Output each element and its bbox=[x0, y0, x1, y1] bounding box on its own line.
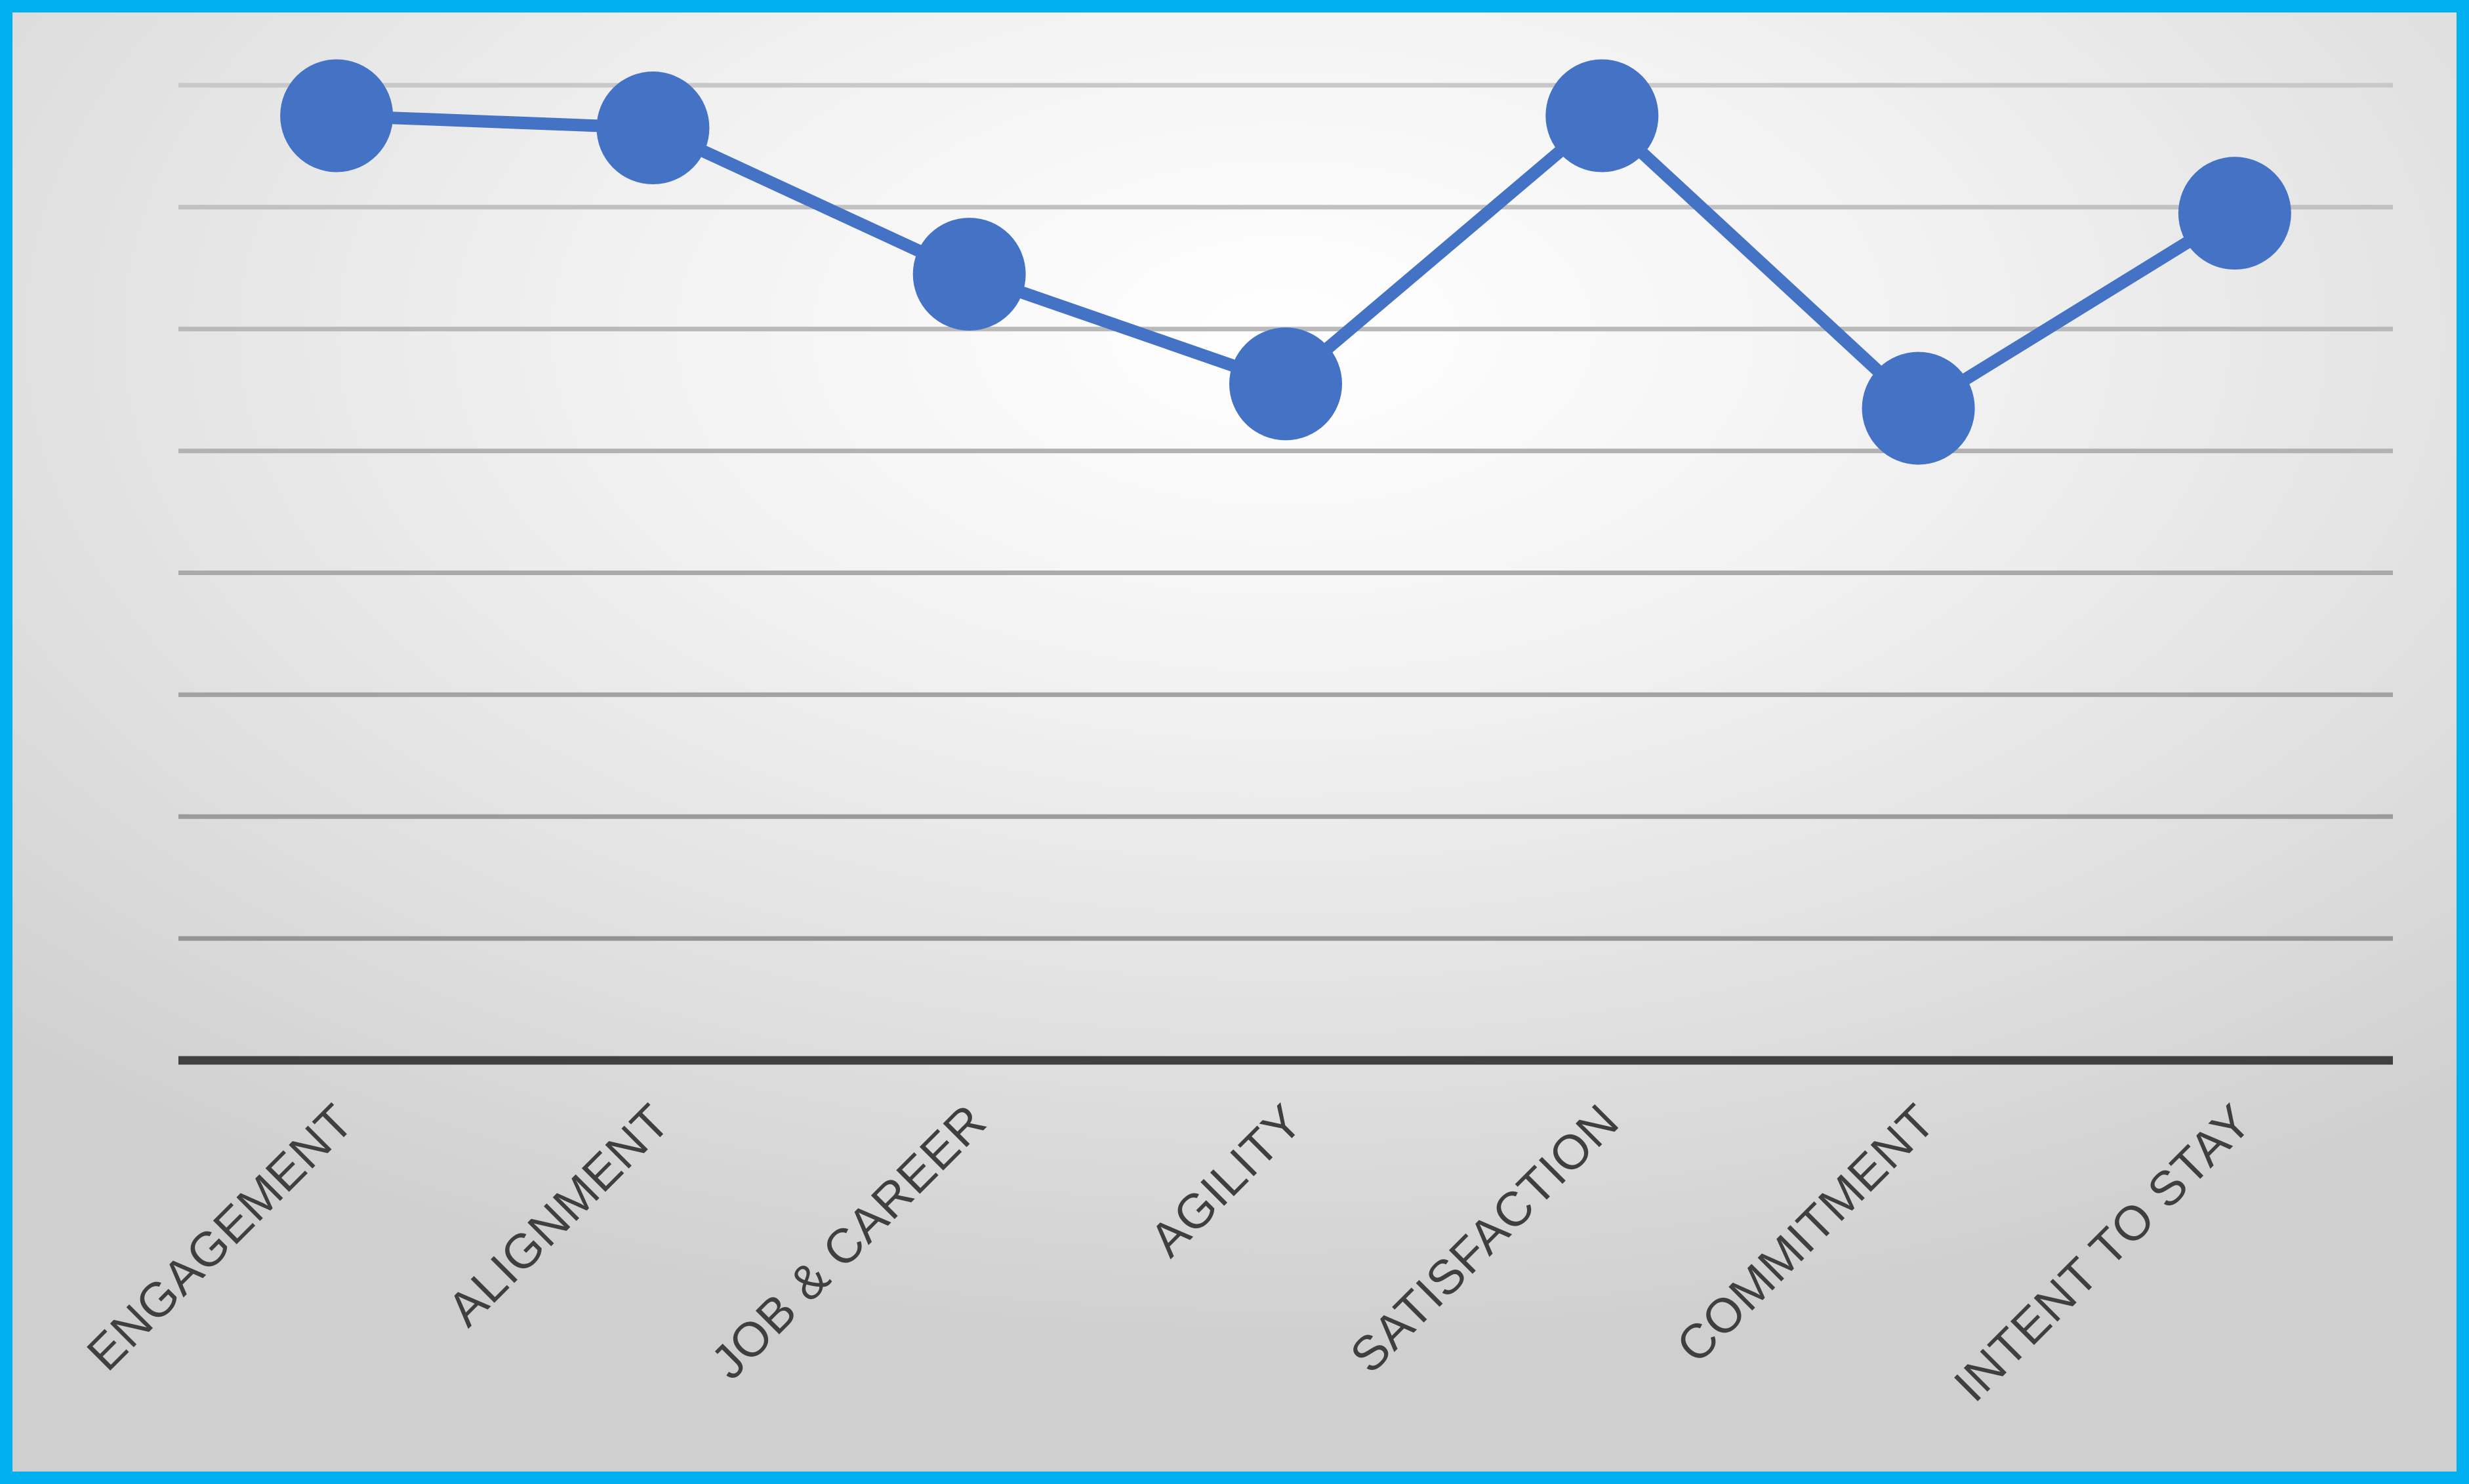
data-point bbox=[1229, 327, 1342, 441]
x-tick-label: ENGAGEMENT bbox=[77, 1094, 364, 1381]
data-point bbox=[2178, 157, 2291, 270]
x-tick-label: SATISFACTION bbox=[1339, 1094, 1629, 1383]
data-point bbox=[1545, 59, 1659, 172]
data-point bbox=[596, 71, 710, 185]
x-tick-label: AGILITY bbox=[1139, 1094, 1313, 1267]
x-tick-label: ALIGNMENT bbox=[437, 1094, 680, 1336]
data-point bbox=[1862, 351, 1975, 465]
x-tick-label: JOB & CAREER bbox=[701, 1094, 996, 1390]
gridlines bbox=[178, 83, 2393, 941]
x-tick-label: INTENT TO STAY bbox=[1944, 1094, 2262, 1412]
data-point bbox=[912, 218, 1026, 331]
x-tick-label: COMMITMENT bbox=[1666, 1094, 1946, 1373]
x-tick-labels: ENGAGEMENT ALIGNMENT JOB & CAREER AGILITY SA… bbox=[77, 1094, 2262, 1412]
data-point bbox=[280, 59, 394, 172]
data-points bbox=[280, 59, 2291, 465]
